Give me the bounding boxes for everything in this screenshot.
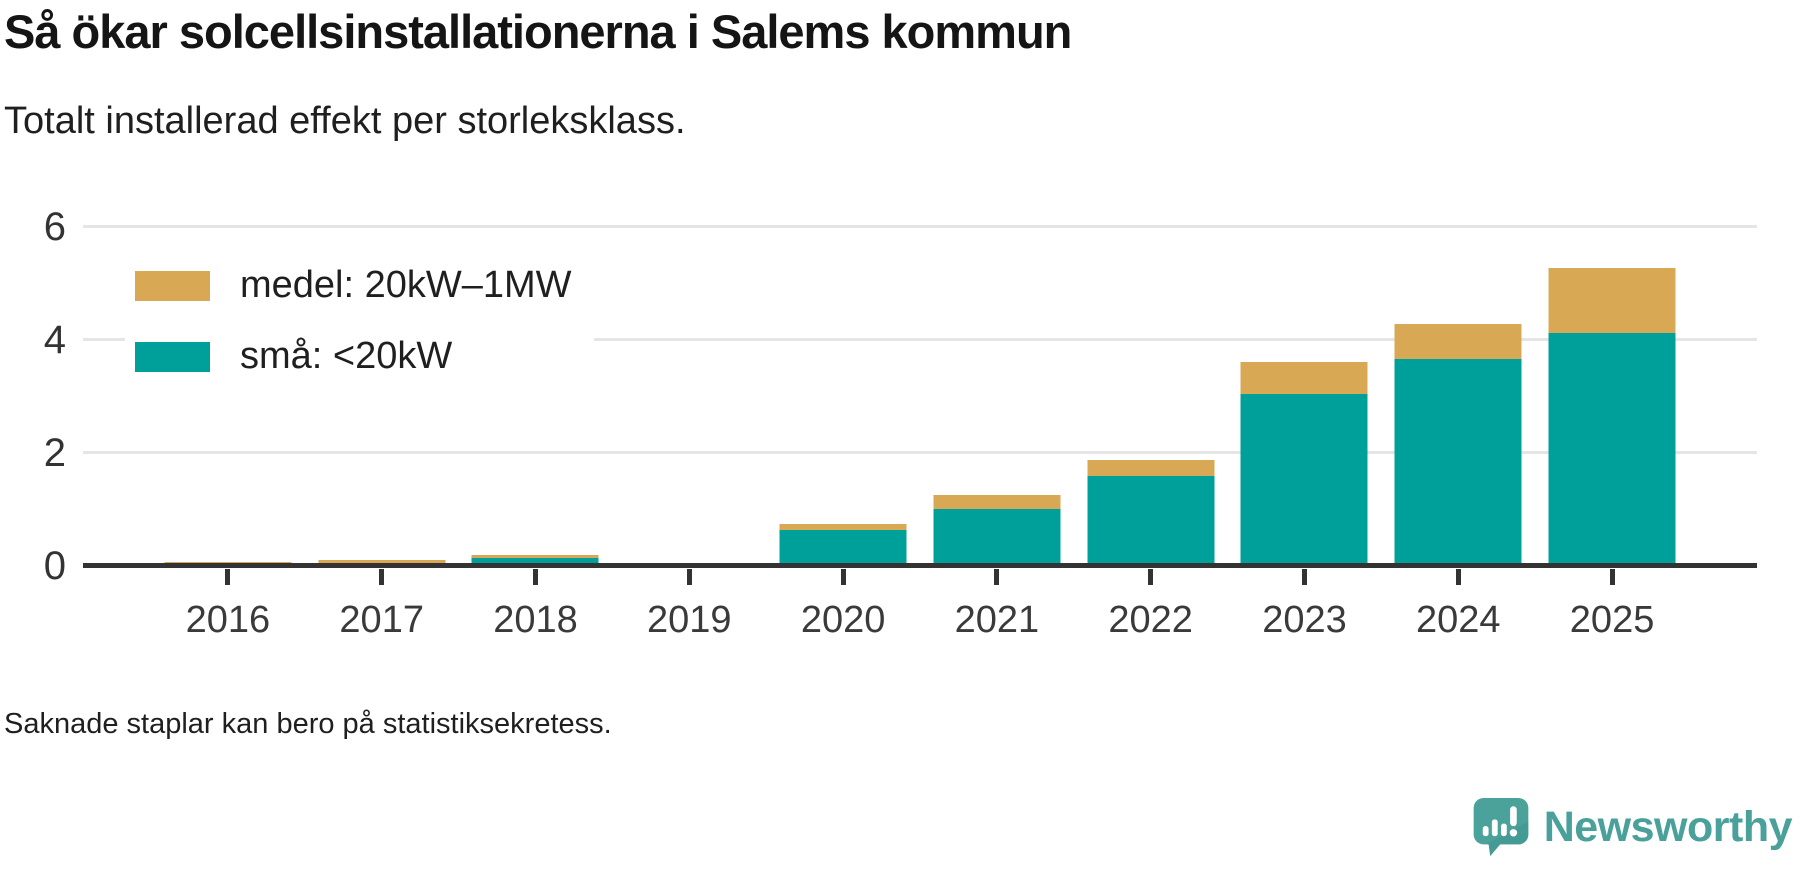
- bar-stack-2021: [933, 495, 1061, 566]
- chart-title: Så ökar solcellsinstallationerna i Salem…: [4, 5, 1072, 58]
- bar-segment-2023-medel: [1240, 361, 1368, 395]
- bar-slot-2023: [1228, 190, 1382, 566]
- legend-label-sma: små: <20kW: [240, 335, 453, 377]
- x-cell-2024: 2024: [1381, 569, 1535, 642]
- x-tick-label-2018: 2018: [493, 599, 578, 641]
- legend-label-medel: medel: 20kW–1MW: [240, 264, 572, 306]
- x-cell-2017: 2017: [305, 569, 459, 642]
- bar-segment-2017-medel: [318, 560, 446, 564]
- bar-stack-2022: [1087, 459, 1215, 566]
- bar-segment-2024-sma: [1394, 359, 1522, 566]
- x-cell-2023: 2023: [1228, 569, 1382, 642]
- bar-segment-2025-medel: [1548, 268, 1676, 334]
- bar-slot-2025: [1535, 190, 1689, 566]
- legend-swatch-medel: [135, 270, 210, 301]
- x-tick-label-2022: 2022: [1108, 599, 1193, 641]
- bar-stack-2018: [471, 555, 599, 566]
- x-axis: 2016 2017 2018 2019 2020 2021 2022 2023 2024 2025: [83, 569, 1757, 642]
- gridline-6: [83, 225, 1757, 229]
- footnote: Saknade staplar kan bero på statistiksek…: [4, 708, 612, 740]
- chart-subtitle: Totalt installerad effekt per storlekskl…: [4, 100, 686, 142]
- legend-swatch-sma: [135, 341, 210, 372]
- bar-segment-2025-sma: [1548, 333, 1676, 566]
- gridline-2: [83, 451, 1757, 455]
- bar-stack-2025: [1548, 268, 1676, 566]
- x-cell-2019: 2019: [612, 569, 766, 642]
- bar-slot-2020: [766, 190, 920, 566]
- bar-segment-2021-sma: [933, 509, 1061, 566]
- x-tick-2020: [840, 569, 846, 585]
- bar-slot-2021: [920, 190, 1074, 566]
- x-tick-2016: [225, 569, 231, 585]
- x-tick-2023: [1301, 569, 1307, 585]
- x-axis-line: [83, 563, 1757, 568]
- y-axis: 0 2 4 6: [0, 190, 66, 586]
- x-tick-label-2023: 2023: [1262, 599, 1347, 641]
- y-tick-label-0: 0: [43, 544, 66, 588]
- bar-slot-2024: [1381, 190, 1535, 566]
- x-tick-label-2017: 2017: [339, 599, 424, 641]
- x-tick-label-2021: 2021: [954, 599, 1040, 641]
- bar-stack-2024: [1394, 324, 1522, 566]
- newsworthy-wordmark: Newsworthy: [1543, 802, 1793, 851]
- x-tick-2021: [994, 569, 1000, 585]
- bar-segment-2020-sma: [779, 530, 907, 566]
- x-cell-2016: 2016: [151, 569, 305, 642]
- bar-segment-2016-medel: [164, 562, 292, 563]
- bar-segment-2022-sma: [1087, 475, 1215, 566]
- bar-segment-2020-medel: [779, 524, 907, 531]
- legend-item-sma: små: <20kW: [135, 335, 572, 378]
- bar-segment-2022-medel: [1087, 459, 1215, 476]
- newsworthy-speech-bubble-chart-icon: [1473, 798, 1529, 856]
- x-tick-label-2024: 2024: [1416, 599, 1501, 641]
- x-tick-2025: [1609, 569, 1615, 585]
- legend: medel: 20kW–1MW små: <20kW: [125, 256, 594, 388]
- bar-slots: [83, 190, 1757, 566]
- x-tick-2017: [379, 569, 385, 585]
- x-tick-2018: [532, 569, 538, 585]
- x-tick-label-2025: 2025: [1569, 599, 1655, 641]
- y-tick-label-2: 2: [43, 430, 66, 475]
- bar-slot-2019: [612, 190, 766, 566]
- bar-segment-2018-medel: [471, 555, 599, 559]
- x-tick-label-2020: 2020: [800, 599, 886, 641]
- bar-slot-2018: [459, 190, 613, 566]
- newsworthy-logo[interactable]: Newsworthy: [1472, 796, 1793, 858]
- x-tick-label-2019: 2019: [647, 599, 732, 641]
- x-tick-2024: [1455, 569, 1461, 585]
- bar-segment-2023-sma: [1240, 394, 1368, 566]
- gridline-4: [83, 338, 1757, 342]
- bar-stack-2020: [779, 524, 907, 566]
- x-cell-2021: 2021: [920, 569, 1074, 642]
- bar-slot-2022: [1074, 190, 1228, 566]
- x-cell-2020: 2020: [766, 569, 920, 642]
- plot-area: [83, 190, 1757, 568]
- bar-segment-2018-sma: [471, 558, 599, 566]
- x-cell-2025: 2025: [1535, 569, 1689, 642]
- x-cell-2022: 2022: [1074, 569, 1228, 642]
- x-tick-2022: [1148, 569, 1154, 585]
- x-tick-2019: [686, 569, 692, 585]
- bar-segment-2021-medel: [933, 495, 1061, 510]
- bar-stack-2023: [1240, 361, 1368, 566]
- y-tick-label-6: 6: [43, 204, 66, 249]
- bar-segment-2024-medel: [1394, 324, 1522, 360]
- y-tick-label-4: 4: [43, 317, 66, 362]
- x-tick-label-2016: 2016: [185, 599, 271, 641]
- x-cell-2018: 2018: [459, 569, 613, 642]
- legend-item-medel: medel: 20kW–1MW: [135, 264, 572, 307]
